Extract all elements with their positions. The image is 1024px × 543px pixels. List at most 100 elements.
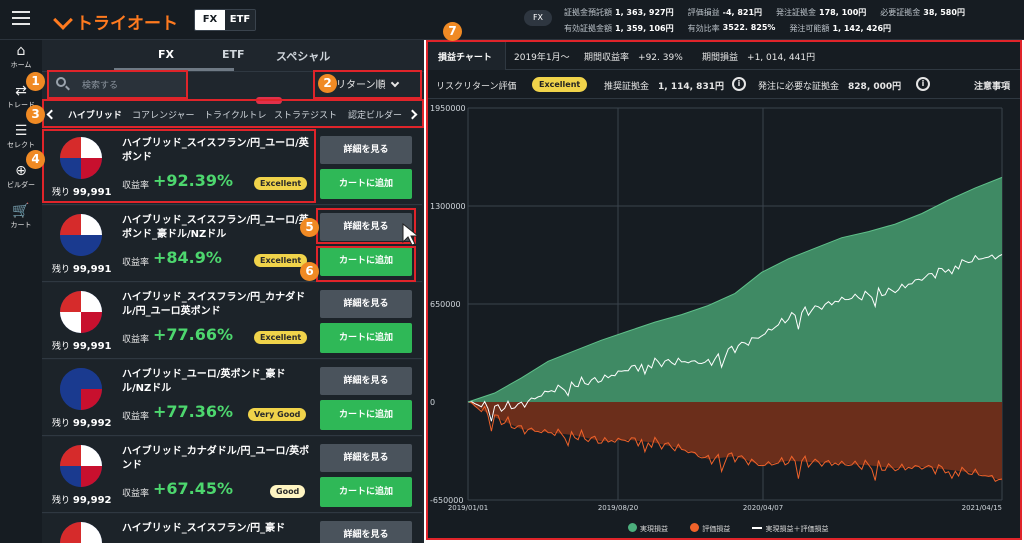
category-tricle[interactable]: トライクルトレ: [204, 111, 267, 121]
home-icon: ⌂: [16, 43, 26, 59]
currency-flag-icon: [60, 214, 102, 256]
select-icon: ☰: [14, 123, 28, 139]
currency-flag-icon: [60, 445, 102, 487]
info-icon[interactable]: i: [916, 77, 930, 91]
unrealized-value: -4, 821円: [722, 8, 763, 17]
active-tab-indicator: [114, 68, 234, 71]
detail-button[interactable]: 詳細を見る: [320, 521, 412, 543]
cart-icon: 🛒: [12, 203, 30, 219]
market-etf-button[interactable]: ETF: [225, 10, 255, 30]
annotation-number: 4: [26, 150, 45, 169]
add-to-cart-button[interactable]: カートに追加: [320, 246, 412, 276]
required-margin-value: 38, 580円: [923, 8, 965, 17]
remain-label: 残り: [52, 342, 71, 352]
chart-header: 損益チャート 2019年1月〜 期間収益率 +92. 39% 期間損益 +1, …: [428, 40, 1022, 70]
sort-dropdown[interactable]: リターン順: [336, 76, 399, 91]
order-margin-label: 発注証拠金: [776, 8, 817, 17]
add-to-cart-button[interactable]: カートに追加: [320, 477, 412, 507]
remain-value: 99,991: [72, 187, 112, 198]
currency-flag-icon: [60, 137, 102, 179]
y-tick-label: 1300000: [430, 202, 466, 211]
strategy-card[interactable]: 残り 99,992 ハイブリッド_ユーロ/英ポンド_豪ドル/NZドル 収益率 +…: [42, 360, 422, 436]
category-hybrid[interactable]: ハイブリッド: [68, 111, 122, 121]
remain-label: 残り: [52, 188, 71, 198]
strategy-name: ハイブリッド_スイスフラン/円_豪ド: [122, 523, 286, 534]
return-label: 収益率: [122, 335, 150, 345]
effective-margin-label: 有効証拠金額: [564, 24, 612, 33]
detail-button[interactable]: 詳細を見る: [320, 367, 412, 395]
strategy-card[interactable]: 残り 99,992 ハイブリッド_カナダドル/円_ユーロ/英ポンド 収益率 +6…: [42, 437, 422, 513]
y-tick-label: 0: [430, 398, 435, 407]
return-value: +77.36%: [153, 402, 234, 421]
strategy-card[interactable]: 残り 99,991 ハイブリッド_スイスフラン/円_ユーロ/英ポンド_豪ドル/N…: [42, 206, 422, 282]
sidebar-item-builder[interactable]: ⊕ ビルダー: [0, 164, 42, 190]
detail-button[interactable]: 詳細を見る: [320, 444, 412, 472]
strategy-card[interactable]: 残り 99,991 ハイブリッド_スイスフラン/円_ユーロ/英ポンド 収益率 +…: [42, 129, 422, 205]
category-tabs: ハイブリッド コアレンジャー トライクルトレ ストラテジスト 認定ビルダー: [42, 97, 424, 127]
rec-margin-label: 推奨証拠金: [604, 82, 650, 92]
period-return-label: 期間収益率: [584, 53, 630, 63]
legend-realized: 実現損益: [628, 523, 678, 533]
tab-pl-chart[interactable]: [428, 40, 506, 70]
sidebar-item-trade[interactable]: ⇄ トレード: [0, 84, 42, 110]
period-pl-label: 期間損益: [702, 53, 739, 63]
return-label: 収益率: [122, 258, 150, 268]
chevron-left-icon[interactable]: [46, 109, 57, 120]
new-badge: [256, 97, 282, 104]
category-certified-builder[interactable]: 認定ビルダー: [348, 111, 403, 121]
risk-row: リスクリターン評価 Excellent 推奨証拠金 1, 114, 831円 i…: [428, 71, 1022, 99]
strategy-card[interactable]: 残り 99,991 ハイブリッド_スイスフラン/円_カナダドル/円_ユーロ英ポン…: [42, 283, 422, 359]
sidebar-item-cart[interactable]: 🛒 カート: [0, 204, 42, 230]
category-strategist[interactable]: ストラテジスト: [274, 111, 338, 121]
category-core-ranger[interactable]: コアレンジャー: [132, 111, 195, 121]
sidebar-label: ビルダー: [7, 181, 35, 189]
x-tick-label: 2021/04/15: [962, 504, 1002, 512]
sidebar-label: ホーム: [10, 61, 32, 69]
period-selector[interactable]: 2019年1月〜: [514, 53, 570, 63]
period-return-value: +92. 39%: [638, 53, 683, 63]
strategy-name: ハイブリッド_スイスフラン/円_ユーロ/英ポンド: [122, 138, 309, 163]
mouse-cursor-icon: [402, 223, 420, 246]
account-summary-row2: 有効証拠金額 1, 359, 106円 有効比率 3522. 825% 発注可能額 1…: [564, 23, 905, 34]
realized-line: [467, 176, 1003, 403]
recommended-margin: 推奨証拠金 1, 114, 831円: [604, 79, 724, 92]
remain-label: 残り: [52, 496, 71, 506]
chevron-right-icon[interactable]: [407, 109, 418, 120]
strategy-card[interactable]: ハイブリッド_スイスフラン/円_豪ド 詳細を見る: [42, 514, 422, 543]
order-margin-value: 828, 000円: [848, 82, 902, 92]
add-to-cart-button[interactable]: カートに追加: [320, 400, 412, 430]
add-to-cart-button[interactable]: カートに追加: [320, 169, 412, 199]
detail-button[interactable]: 詳細を見る: [320, 290, 412, 318]
tab-special[interactable]: スペシャル: [276, 50, 331, 63]
detail-button[interactable]: 詳細を見る: [320, 213, 412, 241]
remaining-count: 残り 99,992: [52, 416, 111, 429]
sidebar-label: セレクト: [7, 141, 35, 149]
info-icon[interactable]: i: [732, 77, 746, 91]
add-to-cart-button[interactable]: カートに追加: [320, 323, 412, 353]
currency-flag-icon: [60, 522, 102, 543]
remaining-count: 残り 99,992: [52, 493, 111, 506]
chevron-down-icon: [390, 78, 399, 88]
remaining-count: 残り 99,991: [52, 185, 111, 198]
sidebar-item-select[interactable]: ☰ セレクト: [0, 124, 42, 150]
effective-margin-value: 1, 359, 106円: [615, 24, 674, 33]
period-pl-value: +1, 014, 441円: [747, 53, 816, 63]
search-input[interactable]: 検索する: [48, 71, 186, 97]
strategy-name: ハイブリッド_スイスフラン/円_カナダドル/円_ユーロ英ポンド: [122, 292, 306, 317]
tab-fx[interactable]: FX: [158, 48, 174, 61]
deposit-label: 証拠金預託額: [564, 8, 612, 17]
tab-etf[interactable]: ETF: [222, 48, 245, 61]
legend-unrealized: 評価損益: [690, 523, 740, 533]
market-fx-button[interactable]: FX: [195, 10, 225, 30]
annotation-number: 2: [318, 74, 337, 93]
rating-badge: Good: [270, 485, 306, 498]
sidebar-item-home[interactable]: ⌂ ホーム: [0, 44, 42, 70]
menu-icon[interactable]: [12, 11, 30, 25]
app-logo[interactable]: トライオート: [53, 9, 178, 34]
detail-button[interactable]: 詳細を見る: [320, 136, 412, 164]
notes-link[interactable]: 注意事項: [974, 82, 1011, 92]
annotation-number: 1: [26, 72, 45, 91]
fx-account-pill[interactable]: FX: [524, 10, 552, 26]
unrealized-area: [468, 402, 1002, 481]
chart-panel: 損益チャート 2019年1月〜 期間収益率 +92. 39% 期間損益 +1, …: [428, 40, 1022, 540]
